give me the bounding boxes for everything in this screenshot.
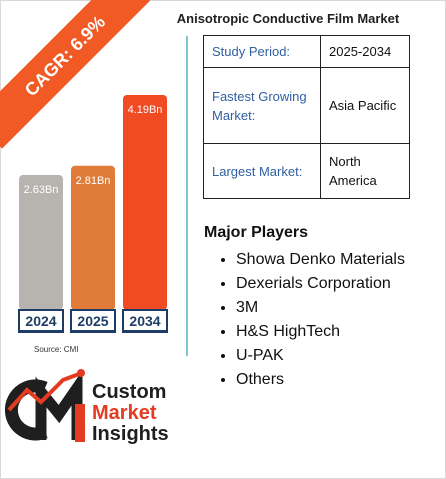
divider-line	[186, 36, 188, 356]
logo-wordmark: Custom Market Insights	[92, 382, 169, 445]
category-underline	[19, 330, 63, 333]
info-value: 2025-2034	[320, 35, 410, 68]
category-underline	[123, 330, 167, 333]
bar-chart: 2.63Bn 2024 2.81Bn 2025 4.19Bn 2034	[18, 95, 168, 333]
bar-group-2034: 4.19Bn 2034	[122, 95, 168, 333]
tick-label: 2034	[129, 313, 160, 329]
logo-line: Insights	[92, 423, 169, 445]
data-label: 2.63Bn	[24, 184, 59, 196]
info-value: Asia Pacific	[320, 67, 410, 144]
logo-line: Market	[92, 402, 157, 424]
info-key: Largest Market:	[203, 143, 321, 199]
bar-2024	[19, 175, 63, 310]
source-note: Source: CMI	[34, 345, 79, 354]
bar-group-2025: 2.81Bn 2025	[70, 165, 116, 333]
info-value: North America	[320, 143, 410, 199]
tick-label: 2025	[77, 313, 108, 329]
players-heading: Major Players	[204, 224, 309, 241]
bar-2025	[71, 165, 115, 310]
data-label: 4.19Bn	[128, 104, 163, 116]
info-row-fastest-growing: Fastest Growing Market: Asia Pacific	[203, 67, 410, 144]
list-item: Others	[236, 368, 446, 392]
info-key: Study Period:	[203, 35, 321, 68]
list-item: Dexerials Corporation	[236, 272, 446, 296]
list-item: Showa Denko Materials	[236, 248, 446, 272]
cmi-logo-mark	[5, 369, 85, 442]
data-label: 2.81Bn	[76, 175, 111, 187]
market-info-table: Study Period: 2025-2034 Fastest Growing …	[203, 35, 410, 199]
list-item: U-PAK	[236, 344, 446, 368]
logo-line: Custom	[92, 381, 167, 403]
players-list: Showa Denko Materials Dexerials Corporat…	[216, 248, 446, 392]
tick-label: 2024	[25, 313, 56, 329]
bar-group-2024: 2.63Bn 2024	[18, 175, 64, 333]
bar-2034	[123, 95, 167, 310]
list-item: 3M	[236, 296, 446, 320]
list-item: H&S HighTech	[236, 320, 446, 344]
page-title: Anisotropic Conductive Film Market	[176, 11, 400, 26]
info-key: Fastest Growing Market:	[203, 67, 321, 144]
info-row-largest-market: Largest Market: North America	[203, 143, 410, 199]
category-underline	[71, 330, 115, 333]
info-row-study-period: Study Period: 2025-2034	[203, 35, 410, 68]
